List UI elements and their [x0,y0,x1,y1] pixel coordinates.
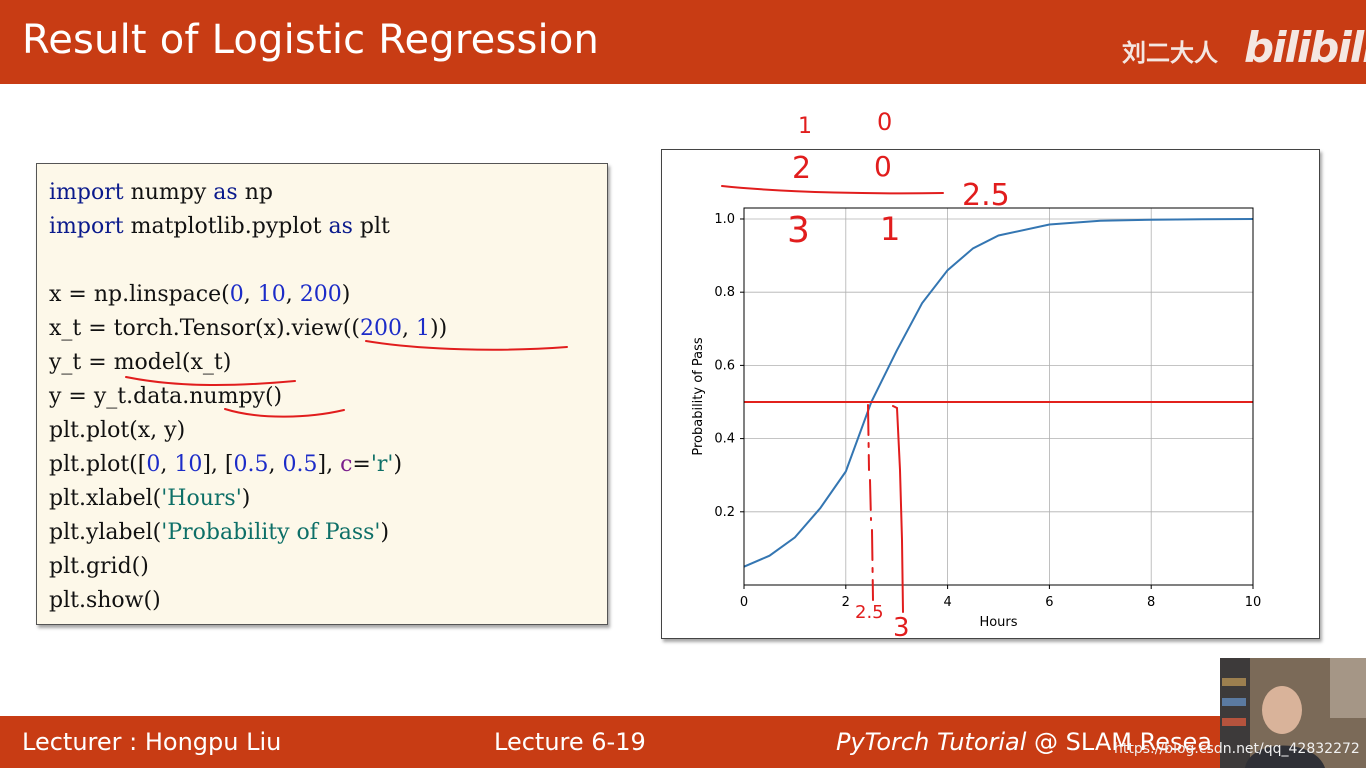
code-token: 0 [146,452,161,477]
code-panel: import numpy as np import matplotlib.pypl… [36,163,608,625]
code-token: 0.5 [282,452,318,477]
code-token: x = np.linspace( [49,282,230,307]
code-token: plt.plot([ [49,452,147,477]
y-tick-label: 1.0 [714,212,735,227]
code-token: ], [ [202,452,234,477]
y-tick-label: 0.6 [714,358,735,373]
code-line: plt.ylabel('Probability of Pass') [49,516,447,550]
code-token: as [213,180,238,205]
code-token: y = y_t.data.numpy() [49,384,283,409]
lecturer-webcam [1220,658,1366,768]
code-token: plt.show() [49,588,161,613]
x-tick-label: 2 [842,595,850,610]
csdn-watermark: https://blog.csdn.net/qq_42832272 [1114,741,1360,757]
slide-title: Result of Logistic Regression [22,17,600,63]
code-token: , [402,316,417,341]
code-token: 10 [257,282,286,307]
code-token: 'Hours' [161,486,242,511]
code-line: x = np.linspace(0, 10, 200) [49,278,447,312]
x-tick-label: 0 [740,595,748,610]
code-token: 0.5 [233,452,269,477]
code-token: , [285,282,300,307]
code-block: import numpy as np import matplotlib.pypl… [49,176,447,618]
code-token: , [160,452,175,477]
code-token: 200 [360,316,403,341]
code-token: , [268,452,283,477]
tutorial-name: PyTorch Tutorial [836,728,1027,756]
code-line: plt.plot(x, y) [49,414,447,448]
code-token: x_t = torch.Tensor(x).view(( [49,316,361,341]
code-token: plt.plot(x, y) [49,418,186,443]
footer-bar: Lecturer : Hongpu Liu Lecture 6-19 PyTor… [0,716,1366,768]
code-token: plt.grid() [49,554,149,579]
code-token: np [237,180,273,205]
code-token: c [340,452,353,477]
code-token: as [328,214,353,239]
y-tick-label: 0.2 [714,505,735,520]
tutorial-label: PyTorch Tutorial @ SLAM Resea [836,726,1212,758]
code-token: = [352,452,371,477]
code-line [49,244,447,278]
code-token: plt.ylabel( [49,520,162,545]
code-token: 1 [416,316,431,341]
x-tick-label: 10 [1245,595,1262,610]
code-token: 0 [229,282,244,307]
x-axis-label: Hours [979,615,1017,630]
code-token: , [243,282,258,307]
code-token: 200 [299,282,342,307]
y-axis-label: Probability of Pass [691,337,706,456]
x-tick-label: 4 [943,595,951,610]
tutorial-affiliation: @ SLAM Resea [1026,728,1212,756]
y-tick-label: 0.8 [714,285,735,300]
table-col1-row1: 1 [798,114,812,139]
author-label: 刘二大人 [1122,39,1218,67]
logistic-chart: 0 2 4 6 8 10 0.2 0.4 0.6 0.8 1.0 Hours Probability o… [691,207,1262,630]
code-line: plt.grid() [49,550,447,584]
code-token: 10 [174,452,203,477]
bilibili-logo: bilibili [1244,23,1366,72]
code-line: plt.show() [49,584,447,618]
code-line: x_t = torch.Tensor(x).view((200, 1)) [49,312,447,346]
code-line: import numpy as np [49,176,447,210]
code-line: y = y_t.data.numpy() [49,380,447,414]
code-token: 'Probability of Pass' [161,520,381,545]
webcam-image [1220,658,1366,768]
plot-area [744,208,1253,585]
x-tick-label: 8 [1147,595,1155,610]
lecture-number: Lecture 6-19 [494,728,646,756]
code-token: ) [380,520,390,545]
code-line: y_t = model(x_t) [49,346,447,380]
plot-frame [743,207,1254,586]
code-token: numpy [123,180,214,205]
code-token: plt.xlabel( [49,486,162,511]
code-token: y_t = model(x_t) [49,350,232,375]
code-token: ) [341,282,351,307]
code-line: plt.plot([0, 10], [0.5, 0.5], c='r') [49,448,447,482]
x-tick-label: 6 [1045,595,1053,610]
code-token: matplotlib.pyplot [123,214,329,239]
series-sigmoid-line [743,218,1254,568]
code-token: import [49,180,124,205]
title-bar: Result of Logistic Regression 刘二大人 bilib… [0,0,1366,84]
code-token: import [49,214,124,239]
code-token: plt [352,214,390,239]
code-token: ], [317,452,341,477]
code-token: ) [393,452,403,477]
code-token: ) [241,486,251,511]
table-col2-row1: 0 [877,108,892,136]
code-line: import matplotlib.pyplot as plt [49,210,447,244]
code-token: 'r' [370,452,394,477]
lecturer-label: Lecturer : Hongpu Liu [22,728,282,756]
y-tick-label: 0.4 [714,432,735,447]
code-line: plt.xlabel('Hours') [49,482,447,516]
chart-panel: 0 2 4 6 8 10 0.2 0.4 0.6 0.8 1.0 Hours Probability o… [661,149,1320,639]
code-token: )) [430,316,448,341]
